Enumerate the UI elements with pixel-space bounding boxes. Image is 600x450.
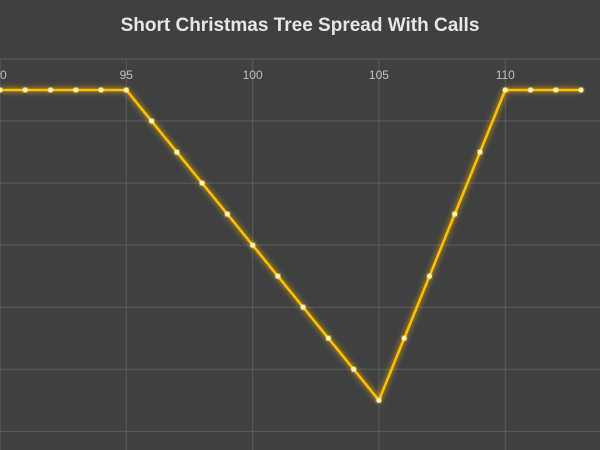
data-point [325, 335, 331, 341]
x-tick-label: 105 [369, 68, 389, 82]
line-series [0, 88, 582, 402]
data-point [149, 118, 155, 124]
data-point [578, 87, 584, 93]
data-point [351, 366, 357, 372]
data-point [250, 242, 256, 248]
data-point [224, 211, 230, 217]
data-point [275, 273, 281, 279]
grid: 90 95 100 105 110 [0, 58, 600, 450]
data-point [98, 87, 104, 93]
x-tick-label: 90 [0, 68, 7, 82]
data-point [452, 211, 458, 217]
data-point [426, 273, 432, 279]
data-point [174, 149, 180, 155]
data-point [73, 87, 79, 93]
data-point [528, 87, 534, 93]
data-point [300, 304, 306, 310]
x-tick-label: 110 [496, 68, 515, 82]
plot-area [0, 87, 584, 403]
data-point [376, 397, 382, 403]
data-point [22, 87, 28, 93]
data-point [401, 335, 407, 341]
data-point [199, 180, 205, 186]
data-point [48, 87, 54, 93]
data-point [553, 87, 559, 93]
chart-title: Short Christmas Tree Spread With Calls [121, 15, 480, 36]
data-point [0, 87, 3, 93]
data-point [477, 149, 483, 155]
data-point [502, 87, 508, 93]
x-tick-label: 100 [243, 68, 263, 82]
data-point [123, 87, 129, 93]
x-tick-label: 95 [120, 68, 134, 82]
